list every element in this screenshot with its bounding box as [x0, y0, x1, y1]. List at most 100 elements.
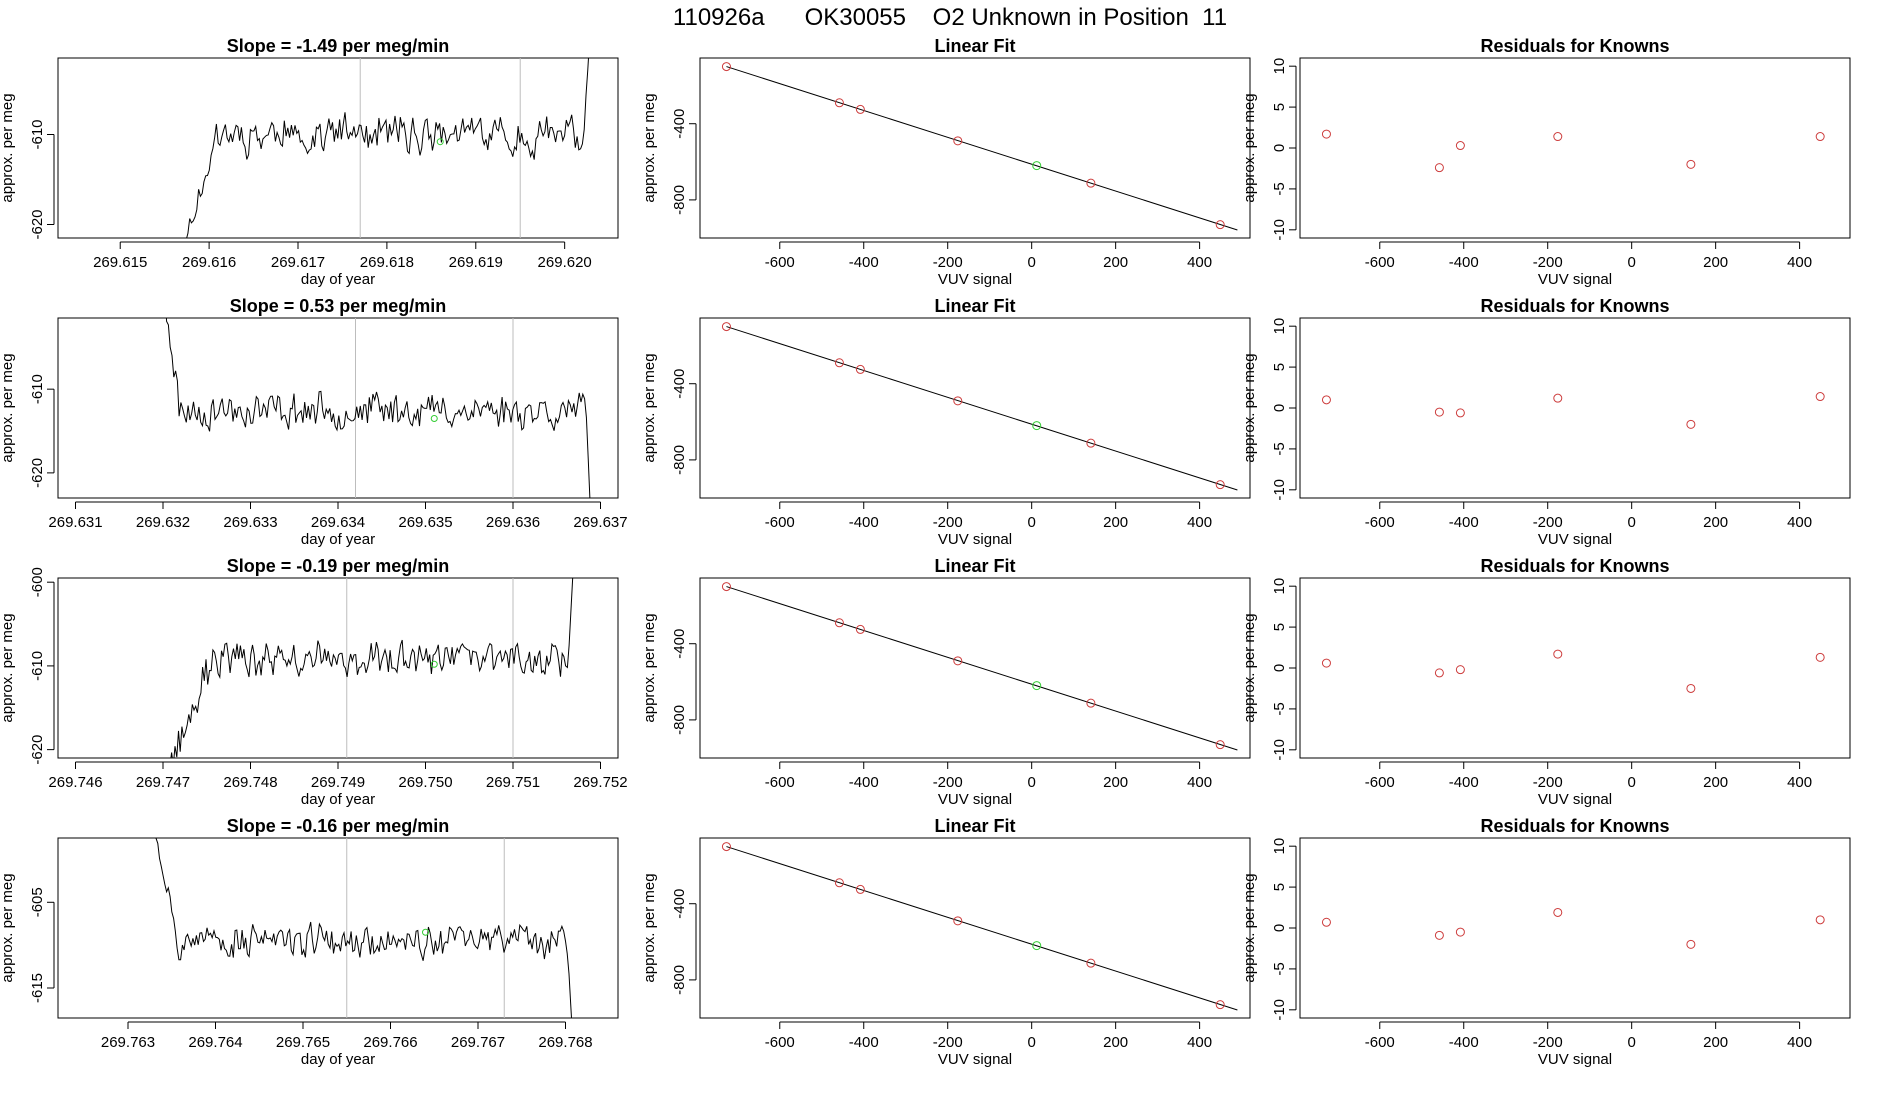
x-tick-label: -600 [765, 514, 795, 531]
known-point [1321, 658, 1331, 668]
known-point [1086, 438, 1096, 448]
y-tick-label: 10 [1271, 58, 1288, 75]
x-tick-label: -400 [849, 1034, 879, 1051]
x-axis-label: VUV signal [1538, 531, 1612, 548]
y-tick-label: -620 [29, 458, 46, 488]
x-tick-label: -600 [1365, 1034, 1395, 1051]
x-tick-label: 400 [1187, 1034, 1212, 1051]
known-point [953, 396, 963, 406]
plot-frame [699, 837, 1251, 1019]
x-tick-label: 0 [1028, 1034, 1036, 1051]
chart-title: Linear Fit [934, 296, 1015, 316]
x-tick-label: 200 [1103, 1034, 1128, 1051]
unknown-marker [436, 138, 444, 146]
known-point [1815, 132, 1825, 142]
x-tick-label: 0 [1028, 774, 1036, 791]
known-point [1215, 480, 1225, 490]
y-tick-label: -800 [671, 185, 688, 215]
x-tick-label: 269.633 [223, 514, 277, 531]
chart-panel-3-2: Residuals for Knowns -600 -400 -200 0 200 400 -… [1241, 816, 1851, 1068]
x-tick-label: 269.749 [311, 774, 365, 791]
known-point [1455, 927, 1465, 937]
x-tick-label: -400 [849, 254, 879, 271]
known-point [1455, 141, 1465, 151]
y-tick-label: -10 [1271, 739, 1288, 761]
x-axis-label: VUV signal [938, 531, 1012, 548]
known-point [721, 582, 731, 592]
plot-frame [1299, 837, 1851, 1019]
known-point [1215, 220, 1225, 230]
x-tick-label: -600 [765, 1034, 795, 1051]
y-axis-label: approx. per meg [0, 873, 16, 982]
plot-frame [699, 57, 1251, 239]
y-tick-label: -800 [671, 705, 688, 735]
known-point [953, 136, 963, 146]
known-point [1686, 683, 1696, 693]
chart-panel-3-0: Slope = -0.16 per meg/min 269.763 269.764 2… [0, 816, 619, 1068]
x-tick-label: 0 [1028, 514, 1036, 531]
y-tick-label: -400 [671, 109, 688, 139]
x-axis-label: VUV signal [1538, 1051, 1612, 1068]
x-tick-label: 0 [1628, 514, 1636, 531]
x-tick-label: -200 [933, 514, 963, 531]
x-axis-label: day of year [301, 531, 375, 548]
unknown-point [1032, 161, 1042, 171]
chart-title: Residuals for Knowns [1480, 296, 1669, 316]
x-tick-label: 0 [1028, 254, 1036, 271]
unknown-marker [422, 928, 429, 936]
known-point [1455, 408, 1465, 418]
known-point [855, 364, 865, 374]
chart-panel-2-0: Slope = -0.19 per meg/min 269.746 269.747 2… [0, 556, 628, 808]
known-point [1434, 668, 1444, 678]
y-axis-label: approx. per meg [1241, 873, 1258, 982]
x-tick-label: 269.635 [398, 514, 452, 531]
chart-title: Slope = 0.53 per meg/min [230, 296, 447, 316]
x-tick-label: 400 [1187, 254, 1212, 271]
x-axis-label: VUV signal [1538, 791, 1612, 808]
x-tick-label: 269.631 [48, 514, 102, 531]
x-tick-label: 269.619 [449, 254, 503, 271]
x-tick-label: 200 [1703, 1034, 1728, 1051]
known-point [1086, 698, 1096, 708]
x-tick-label: 200 [1703, 774, 1728, 791]
chart-panel-0-0: Slope = -1.49 per meg/min 269.615 269.616 2… [0, 36, 619, 288]
chart-title: Linear Fit [934, 556, 1015, 576]
known-point [1815, 652, 1825, 662]
chart-panel-3-1: Linear Fit -600 -400 -200 0 200 400 -400 -800 VUV… [641, 816, 1251, 1068]
y-tick-label: 10 [1271, 578, 1288, 595]
y-tick-label: 5 [1271, 103, 1288, 111]
x-tick-label: 269.763 [101, 1034, 155, 1051]
plot-frame [57, 837, 619, 1019]
known-point [1815, 915, 1825, 925]
fit-line [726, 586, 1238, 751]
unknown-marker [430, 660, 438, 668]
y-tick-label: -620 [29, 209, 46, 239]
x-tick-label: 269.746 [48, 774, 102, 791]
y-tick-label: 10 [1271, 318, 1288, 335]
x-tick-label: 269.752 [573, 774, 627, 791]
y-axis-label: approx. per meg [0, 613, 16, 722]
y-axis-label: approx. per meg [1241, 613, 1258, 722]
chart-panel-2-2: Residuals for Knowns -600 -400 -200 0 200 400 -… [1241, 556, 1851, 808]
y-tick-label: -5 [1271, 962, 1288, 975]
x-tick-label: -200 [933, 254, 963, 271]
x-tick-label: -400 [1449, 1034, 1479, 1051]
x-tick-label: 269.751 [486, 774, 540, 791]
y-axis-label: approx. per meg [641, 93, 658, 202]
x-tick-label: 269.617 [271, 254, 325, 271]
chart-title: Slope = -1.49 per meg/min [227, 36, 450, 56]
known-point [834, 618, 844, 628]
known-point [953, 916, 963, 926]
y-tick-label: 5 [1271, 363, 1288, 371]
chart-title: Residuals for Knowns [1480, 816, 1669, 836]
x-tick-label: 269.616 [182, 254, 236, 271]
known-point [834, 878, 844, 888]
unknown-point [1032, 681, 1042, 691]
known-point [834, 358, 844, 368]
y-axis-label: approx. per meg [1241, 353, 1258, 462]
x-tick-label: -600 [1365, 774, 1395, 791]
chart-panel-1-2: Residuals for Knowns -600 -400 -200 0 200 400 -… [1241, 296, 1851, 548]
plot-frame [57, 577, 619, 759]
x-tick-label: -600 [765, 774, 795, 791]
y-axis-label: approx. per meg [641, 353, 658, 462]
